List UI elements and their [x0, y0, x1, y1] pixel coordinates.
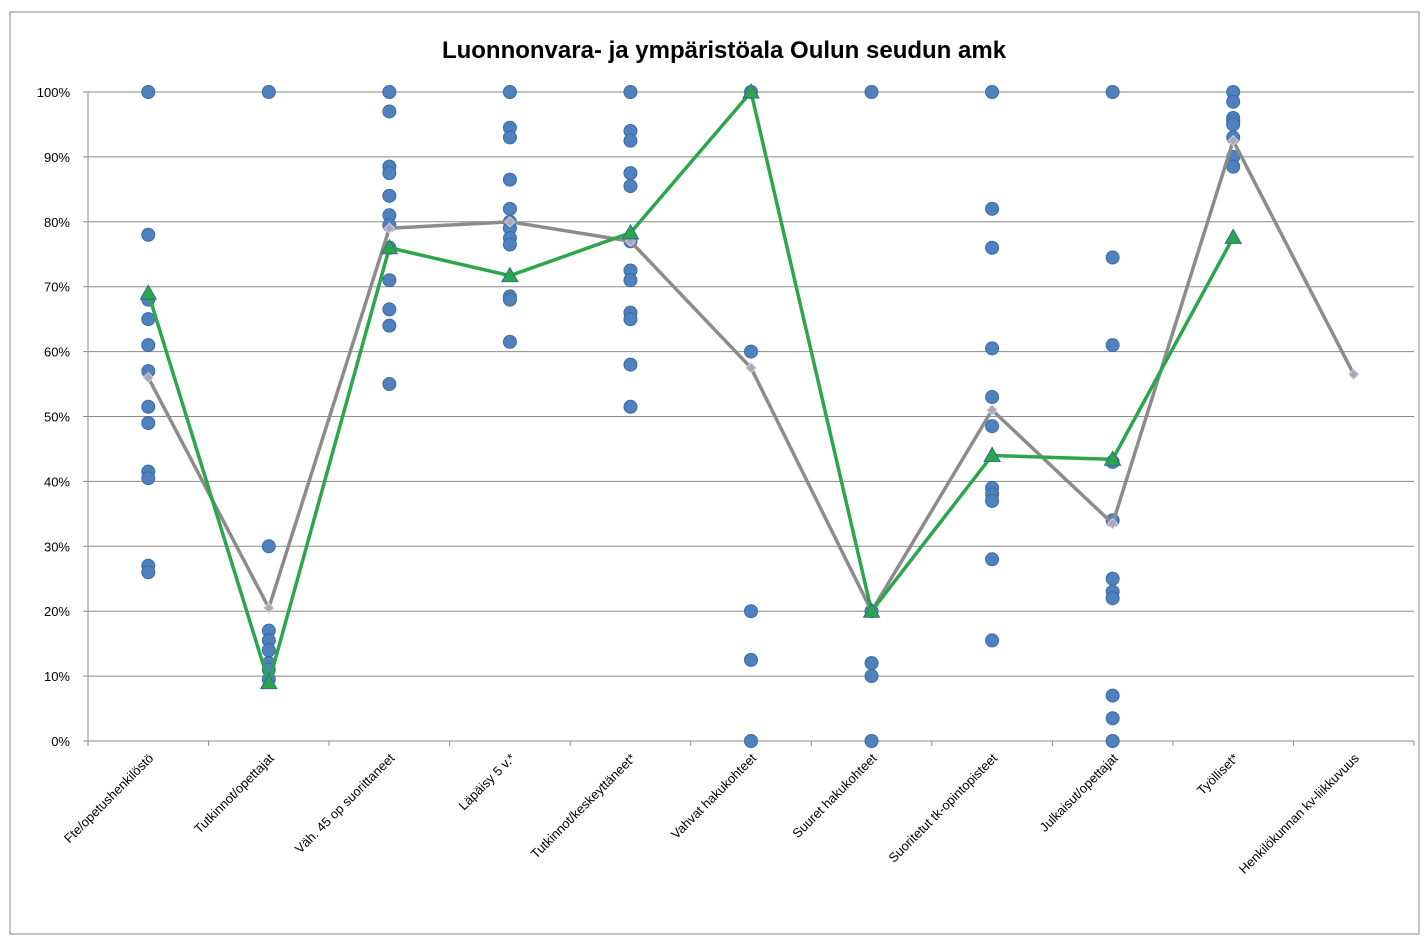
chart-title: Luonnonvara- ja ympäristöala Oulun seudu…	[442, 37, 1007, 64]
diamond-marker	[263, 602, 275, 614]
dot	[1105, 734, 1120, 748]
dot	[141, 415, 156, 430]
dot	[985, 493, 1000, 508]
dot	[985, 419, 1000, 434]
triangle-marker	[742, 82, 760, 99]
dot	[985, 85, 1000, 99]
y-tick-label: 90%	[44, 150, 70, 165]
diamond-marker	[504, 216, 516, 228]
dot	[744, 734, 758, 748]
dot	[141, 227, 156, 242]
dot	[623, 312, 638, 327]
dot	[382, 273, 397, 288]
dot	[502, 172, 517, 187]
dot	[382, 377, 397, 392]
dot	[1105, 250, 1120, 265]
diamond-marker	[1227, 134, 1239, 147]
dot	[382, 85, 397, 99]
dot	[261, 643, 276, 658]
triangle-marker	[139, 284, 158, 300]
dot	[261, 85, 276, 99]
chart-border	[9, 11, 1420, 935]
dot	[141, 399, 156, 414]
series-line	[146, 90, 1235, 685]
dot	[1105, 338, 1120, 353]
diamond-marker	[745, 362, 757, 374]
diamond-marker	[1106, 517, 1119, 530]
dot	[985, 240, 1000, 255]
dot	[985, 552, 1000, 567]
dot	[864, 734, 879, 748]
dot	[141, 312, 156, 327]
y-tick-label: 20%	[44, 604, 70, 619]
triangle-marker	[983, 446, 1001, 462]
dot	[744, 652, 758, 667]
dot	[1105, 688, 1120, 703]
dot	[1105, 85, 1120, 99]
triangle-marker	[862, 602, 881, 618]
dot	[864, 85, 879, 99]
diamond-marker	[986, 404, 998, 416]
dot	[864, 669, 879, 684]
triangle-marker	[1224, 228, 1243, 244]
diamond-marker	[1348, 368, 1360, 381]
dot	[864, 656, 879, 671]
dot	[985, 201, 1000, 216]
dot	[261, 539, 276, 554]
dot	[382, 166, 397, 181]
dot	[502, 130, 517, 145]
dot	[1105, 591, 1120, 606]
triangle-marker	[1103, 450, 1122, 466]
dot	[623, 273, 638, 288]
dot	[985, 633, 1000, 648]
dot	[141, 471, 156, 486]
dot	[985, 390, 1000, 405]
dot	[1105, 711, 1120, 726]
dot	[623, 166, 638, 181]
dot	[744, 604, 758, 619]
y-tick-label: 50%	[44, 410, 70, 425]
dot	[141, 85, 156, 99]
dot	[744, 344, 758, 359]
dot	[623, 399, 638, 414]
y-tick-label: 30%	[44, 539, 70, 554]
dot	[382, 302, 397, 317]
dot	[502, 85, 517, 99]
dot	[502, 201, 517, 216]
dot	[1226, 159, 1241, 174]
dot	[623, 357, 638, 372]
dot	[502, 292, 517, 307]
dot	[502, 237, 517, 252]
dot	[985, 341, 1000, 356]
dot	[1226, 117, 1241, 132]
dot	[623, 85, 638, 99]
y-tick-label: 70%	[44, 280, 70, 295]
y-tick-label: 100%	[37, 85, 71, 100]
triangle-marker	[501, 266, 519, 283]
y-tick-label: 0%	[51, 734, 70, 749]
dot	[1226, 94, 1241, 109]
y-tick-label: 40%	[44, 474, 70, 489]
dot	[382, 188, 397, 203]
triangle-marker	[259, 673, 278, 690]
dot	[1105, 571, 1120, 586]
dot	[382, 104, 397, 119]
y-tick-label: 60%	[44, 345, 70, 360]
y-tick-label: 80%	[44, 215, 70, 230]
triangle-marker	[380, 238, 399, 255]
dot	[382, 318, 397, 333]
dot	[141, 338, 156, 353]
diamond-marker	[383, 222, 396, 234]
diamond-marker	[142, 371, 154, 384]
dot	[141, 565, 156, 580]
dot	[623, 179, 638, 194]
dot	[623, 133, 638, 148]
y-tick-label: 10%	[44, 669, 70, 684]
dot	[502, 334, 517, 349]
triangle-marker	[621, 223, 640, 240]
